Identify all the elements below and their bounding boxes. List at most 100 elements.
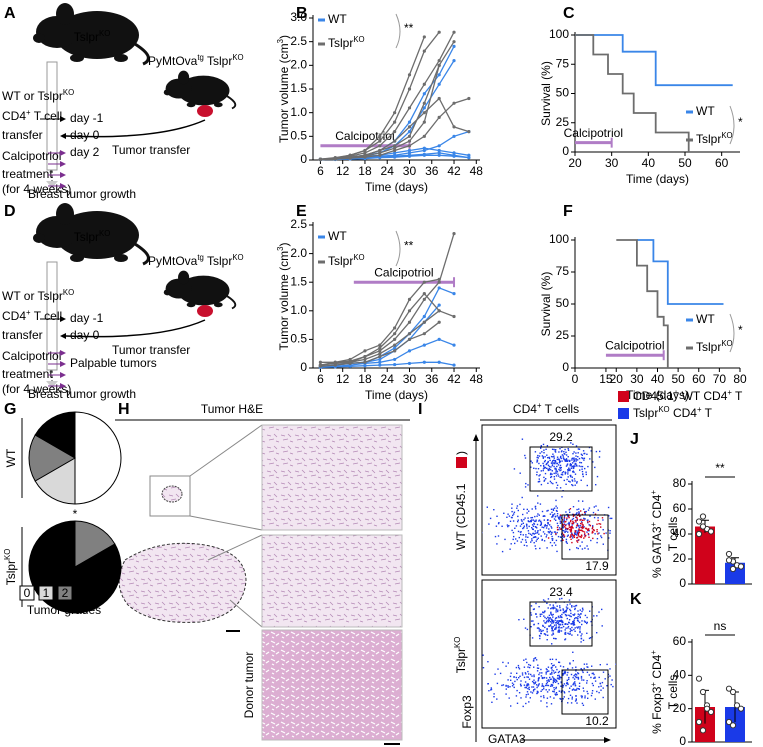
significance: ns [714,619,727,633]
data-point [452,292,456,296]
cell-event [580,453,583,455]
data-point [729,722,737,729]
cell-event [575,670,577,672]
cell-event [576,626,578,628]
cell-event [552,680,555,682]
cell-event [557,615,560,618]
cell-event [576,459,579,461]
cell-event [573,614,575,616]
cell-event [527,666,529,668]
cell-event [581,548,584,550]
cell-event [575,666,577,668]
cell-event [573,458,575,460]
cell-event [555,679,558,681]
cell-event [567,471,569,473]
gate [529,446,593,492]
cell-event [600,685,602,687]
cell-event [562,530,564,532]
data-point [407,332,412,336]
cell-event [557,516,560,518]
cell-event [602,543,604,545]
cell-event [580,521,583,523]
cell-event [584,518,586,520]
cell-event [574,684,577,687]
superscript: tg [197,53,204,62]
cell-event [580,479,582,481]
treatment-text: treatment [2,367,53,381]
cell-event [582,609,584,611]
data-point [318,157,323,162]
gate [529,601,593,647]
day-label: day 2 [70,145,100,159]
cell-event [594,680,597,682]
cell-event [535,520,537,523]
cell-event [548,617,550,619]
cell-event [537,454,539,457]
cell-event [569,463,572,465]
mouse [33,3,150,66]
cell-event [582,530,584,533]
cell-event [512,514,514,517]
cell-event [598,676,600,679]
arrow-head [473,434,479,441]
cell-event [547,461,549,463]
cell-event [516,689,518,692]
cell-event [523,666,526,668]
cell-event [533,679,535,681]
superscript: KO [63,288,74,297]
cell-event [588,524,590,526]
cell-event [527,683,529,685]
cell-event [544,472,547,475]
cell-event [574,531,577,533]
cell-event [482,654,484,656]
data-point [407,337,412,341]
cell-event [593,516,596,519]
cell-event [587,534,590,536]
cell-event [581,623,583,626]
cell-event [505,665,507,667]
cell-event [520,697,522,699]
cell-event [580,675,583,678]
data-point [422,146,426,150]
cell-event [513,535,515,538]
cell-event [586,616,588,619]
mouse-ear [56,203,74,225]
cell-event [514,542,516,545]
cell-event [551,464,554,467]
cell-event [565,472,567,474]
cell-event [511,510,513,513]
cell-event [573,457,575,459]
cell-event [575,673,577,675]
cell-event [563,612,565,614]
cell-event [515,525,518,527]
cell-event [559,469,561,472]
cell-event [582,450,585,452]
cell-event [538,478,540,480]
zoom-line [189,515,263,531]
cell-event [539,615,542,617]
cell-event [550,462,553,464]
cell-event [526,683,528,685]
y-tick-label: 80 [673,476,687,490]
cell-event [530,612,532,614]
legend-label: 3 [81,586,88,600]
cell-event [571,605,573,607]
cell-event [571,689,574,691]
cell-event [543,476,545,479]
cell-event [504,538,506,541]
cell-event [536,686,538,689]
cell-event [581,620,583,622]
cell-event [588,637,591,640]
cell-event [545,677,548,679]
cell-event [582,524,584,526]
cell-event [579,529,582,531]
data-point [393,139,397,143]
cell-event [533,536,535,538]
treatment-text: Calcipotriol [2,149,61,163]
cell-event [530,605,533,607]
cell-event [554,531,556,533]
cell-event [538,606,540,608]
panel-title: CD4+ T cells [513,401,579,417]
cell-event [546,702,548,704]
